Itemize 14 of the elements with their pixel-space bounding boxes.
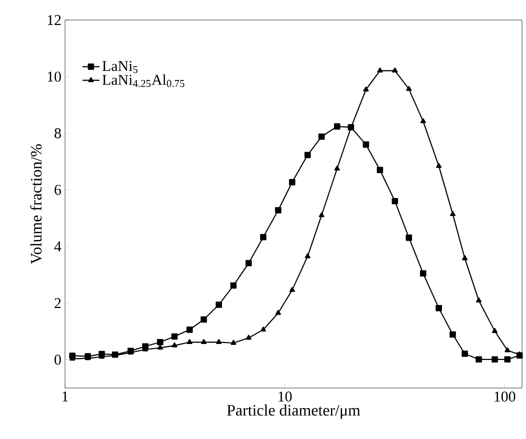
y-tick-label: 0 (54, 354, 61, 365)
y-tick-label: 10 (48, 72, 61, 82)
x-tick-label: 10 (278, 392, 292, 402)
y-tick-label: 2 (54, 298, 61, 308)
x-axis-title: Particle diameter/μm (227, 404, 360, 419)
y-axis-title: Volume fraction/% (30, 144, 42, 264)
y-tick-label: 12 (48, 15, 61, 25)
y-tick-label: 6 (54, 184, 62, 195)
legend-label: LaNi$_{4.25}$Al$_{0.75}$ (102, 74, 184, 88)
x-tick-label: 1 (62, 392, 68, 402)
y-tick-label: 8 (54, 128, 61, 138)
y-tick-label: 4 (54, 242, 62, 252)
legend-label: LaNi$_{5}$ (102, 60, 138, 74)
x-tick-label: 100 (494, 392, 516, 402)
